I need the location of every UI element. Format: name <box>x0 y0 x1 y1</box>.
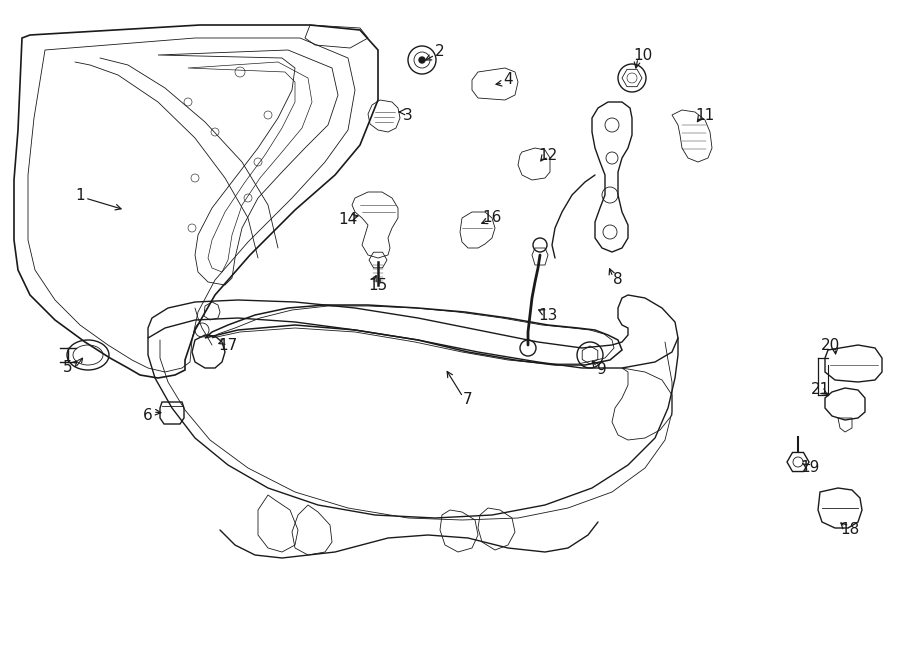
Text: 20: 20 <box>821 338 840 352</box>
Text: 5: 5 <box>63 360 73 375</box>
Text: 6: 6 <box>143 407 153 422</box>
Text: 10: 10 <box>634 48 652 63</box>
Text: 18: 18 <box>841 522 859 537</box>
Text: 2: 2 <box>436 44 445 59</box>
Text: 15: 15 <box>368 278 388 293</box>
Circle shape <box>419 57 425 63</box>
Text: 4: 4 <box>503 73 513 87</box>
Text: 21: 21 <box>810 383 830 397</box>
Text: 14: 14 <box>338 212 357 227</box>
Text: 9: 9 <box>597 362 607 377</box>
Text: 13: 13 <box>538 307 558 323</box>
Text: 8: 8 <box>613 272 623 288</box>
Text: 11: 11 <box>696 108 715 122</box>
Text: 16: 16 <box>482 210 501 225</box>
Text: 1: 1 <box>76 188 85 202</box>
Text: 7: 7 <box>464 393 472 407</box>
Text: 12: 12 <box>538 147 558 163</box>
Text: 19: 19 <box>800 461 820 475</box>
Text: 3: 3 <box>403 108 413 122</box>
Text: 17: 17 <box>219 338 238 352</box>
